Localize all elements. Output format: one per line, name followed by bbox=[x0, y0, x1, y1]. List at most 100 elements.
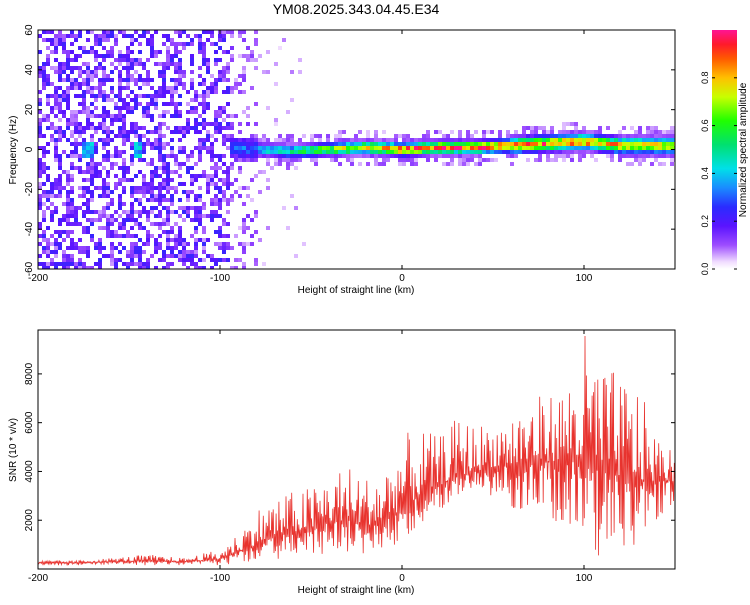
spectrogram-cell bbox=[210, 266, 214, 269]
spectrogram-cell bbox=[94, 94, 98, 98]
spectrogram-cell bbox=[182, 134, 186, 138]
spectrogram-cell bbox=[58, 186, 62, 190]
spectrogram-cell bbox=[78, 170, 82, 174]
spectrogram-cell bbox=[142, 30, 146, 34]
spectrogram-cell bbox=[270, 146, 274, 150]
colorbar-ticks: 0.00.20.40.60.8 bbox=[700, 72, 737, 275]
spectrogram-cell bbox=[210, 150, 214, 154]
spectrogram-cell bbox=[470, 146, 474, 150]
spectrogram-cell bbox=[410, 146, 414, 150]
spectrogram-cell bbox=[94, 146, 98, 150]
spectrogram-cell bbox=[330, 150, 334, 154]
spectrogram-cell bbox=[74, 78, 78, 82]
spectrogram-cell bbox=[126, 262, 130, 266]
spectrogram-cell bbox=[654, 130, 658, 134]
spectrogram-cell bbox=[138, 266, 142, 269]
spectrogram-cell bbox=[190, 258, 194, 262]
spectrogram-cell bbox=[186, 170, 190, 174]
spectrogram-cell bbox=[290, 158, 294, 162]
spectrogram-cell bbox=[230, 46, 234, 50]
spectrogram-cell bbox=[222, 182, 226, 186]
spectrogram-cell bbox=[158, 122, 162, 126]
spectrogram-cell bbox=[426, 138, 430, 142]
spectrogram-cell bbox=[402, 154, 406, 158]
spectrogram-cell bbox=[166, 218, 170, 222]
colorbar-tick-label: 0.6 bbox=[700, 119, 710, 132]
spectrogram-cell bbox=[174, 78, 178, 82]
spectrogram-cell bbox=[178, 114, 182, 118]
spectrogram-cell bbox=[178, 58, 182, 62]
spectrogram-cell bbox=[182, 82, 186, 86]
spectrogram-cell bbox=[138, 186, 142, 190]
spectrogram-cell bbox=[622, 150, 626, 154]
spectrogram-cell bbox=[54, 266, 58, 269]
spectrogram-cell bbox=[102, 38, 106, 42]
snr-ytick-label: 4000 bbox=[24, 460, 35, 483]
spectrogram-cell bbox=[58, 126, 62, 130]
spectrogram-cell bbox=[574, 138, 578, 142]
spectrogram-cell bbox=[74, 242, 78, 246]
spectrogram-cell bbox=[50, 210, 54, 214]
spectrogram-cell bbox=[66, 190, 70, 194]
spectrogram-cell bbox=[162, 206, 166, 210]
spectrogram-cell bbox=[146, 58, 150, 62]
spectrogram-cell bbox=[106, 194, 110, 198]
spectrogram-cell bbox=[50, 134, 54, 138]
spectrogram-cell bbox=[558, 142, 562, 146]
spectrogram-cell bbox=[86, 82, 90, 86]
spectrogram-cell bbox=[66, 218, 70, 222]
spectrogram-cell bbox=[182, 150, 186, 154]
spectrogram-cell bbox=[142, 242, 146, 246]
spectrogram-cell bbox=[78, 130, 82, 134]
spectrogram-cell bbox=[42, 150, 46, 154]
spectrogram-cell bbox=[86, 38, 90, 42]
spectrogram-cell bbox=[218, 110, 222, 114]
spectrogram-cell bbox=[102, 98, 106, 102]
spectrogram-cell bbox=[326, 150, 330, 154]
spectrogram-cell bbox=[474, 142, 478, 146]
spectrogram-cell bbox=[118, 74, 122, 78]
spectrogram-cell bbox=[250, 86, 254, 90]
spectrogram-cell bbox=[202, 258, 206, 262]
spectrogram-cell bbox=[62, 266, 66, 269]
spectrogram-cell bbox=[186, 206, 190, 210]
spectrogram-cell bbox=[134, 30, 138, 34]
spectrogram-cell bbox=[194, 174, 198, 178]
spectrogram-cell bbox=[70, 202, 74, 206]
spectrogram-cell bbox=[118, 166, 122, 170]
spectrogram-cell bbox=[422, 154, 426, 158]
spectrogram-cell bbox=[654, 138, 658, 142]
spectrogram-cell bbox=[434, 138, 438, 142]
spectrogram-cell bbox=[506, 142, 510, 146]
spectrogram-cell bbox=[154, 194, 158, 198]
spectrogram-cell bbox=[222, 198, 226, 202]
spectrogram-cell bbox=[530, 142, 534, 146]
spectrogram-cell bbox=[110, 222, 114, 226]
spectrogram-cell bbox=[78, 186, 82, 190]
spectrogram-cell bbox=[174, 130, 178, 134]
spectrogram-cell bbox=[146, 102, 150, 106]
spectrogram-cell bbox=[646, 154, 650, 158]
spectrogram-cell bbox=[166, 214, 170, 218]
spectrogram-cell bbox=[194, 266, 198, 269]
spectrogram-cell bbox=[106, 74, 110, 78]
spectrogram-cell bbox=[254, 150, 258, 154]
spectrogram-cell bbox=[458, 130, 462, 134]
spectrogram-cell bbox=[150, 42, 154, 46]
spectrogram-cell bbox=[66, 126, 70, 130]
spectrogram-cell bbox=[174, 114, 178, 118]
spectrogram-cell bbox=[206, 70, 210, 74]
spectrogram-cell bbox=[58, 110, 62, 114]
spectrogram-cell bbox=[578, 150, 582, 154]
spectrogram-cell bbox=[642, 134, 646, 138]
spectrogram-cell bbox=[38, 158, 42, 162]
spectrogram-cell bbox=[86, 110, 90, 114]
spectrogram-cell bbox=[618, 134, 622, 138]
spectrogram-cell bbox=[262, 134, 266, 138]
spectrogram-cell bbox=[150, 198, 154, 202]
spectrogram-cell bbox=[562, 142, 566, 146]
spectrogram-cell bbox=[458, 162, 462, 166]
spectrogram-cell bbox=[62, 38, 66, 42]
spectrogram-cell bbox=[186, 254, 190, 258]
